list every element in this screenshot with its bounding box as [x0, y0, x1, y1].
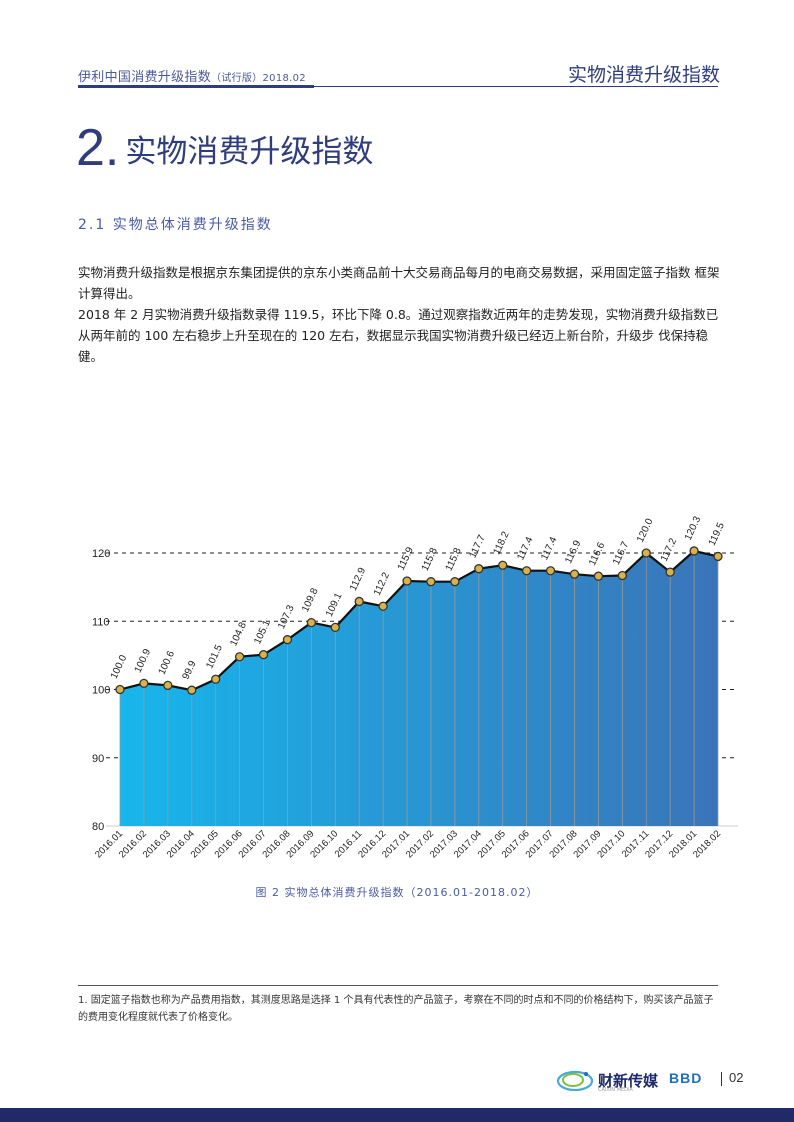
data-label: 115.8 [444, 546, 464, 573]
data-label: 116.6 [587, 540, 607, 567]
data-label: 99.9 [181, 659, 199, 682]
data-point [139, 678, 149, 689]
caixin-logo-text: 财新传媒 [598, 1072, 659, 1090]
header-rule-accent [78, 85, 314, 88]
data-label: 104.8 [228, 620, 249, 648]
y-tick-label-80: 80 [92, 821, 104, 833]
data-point [617, 570, 627, 581]
data-label: 117.2 [659, 536, 679, 563]
data-point [402, 576, 412, 586]
data-point [282, 635, 293, 645]
data-point [115, 684, 125, 695]
section-title: 实物消费升级指数 [125, 133, 374, 170]
section-heading: 2. 实物消费升级指数 [76, 118, 373, 178]
data-label: 109.8 [300, 586, 321, 614]
data-label: 115.9 [396, 545, 416, 572]
data-point [593, 571, 604, 581]
data-label: 112.2 [372, 570, 392, 597]
header-title-main: 伊利中国消费升级指数 [78, 70, 212, 85]
bbd-logo: BBD [669, 1070, 703, 1086]
header-section-name: 实物消费升级指数 [567, 64, 720, 86]
data-point [234, 652, 245, 662]
footer-logos: 财新传媒 CAIXIN MEDIA BBD 02 [556, 1066, 746, 1094]
paragraph-1: 实物消费升级指数是根据京东集团提供的京东小类商品前十大交易商品每月的电商交易数据… [78, 265, 720, 301]
header-rule [78, 86, 718, 87]
data-label: 100.9 [133, 647, 154, 675]
y-tick-label-110: 110 [92, 616, 110, 628]
data-point [713, 551, 723, 562]
data-label: 112.9 [348, 566, 368, 593]
footer-separator [721, 1072, 722, 1086]
data-point [163, 680, 173, 691]
data-label: 116.9 [563, 538, 583, 565]
data-point [306, 617, 317, 628]
data-label: 105.1 [252, 618, 273, 646]
data-label: 100.0 [109, 653, 130, 681]
data-label: 117.4 [515, 535, 535, 562]
data-label: 101.5 [204, 643, 225, 671]
data-label: 100.6 [157, 649, 178, 677]
data-label: 117.7 [468, 533, 488, 560]
data-point [187, 685, 197, 695]
data-label: 107.3 [276, 603, 297, 631]
data-point [378, 601, 388, 611]
data-label: 117.4 [539, 535, 559, 562]
subsection-heading: 2.1 实物总体消费升级指数 [78, 217, 273, 233]
data-point [569, 569, 580, 579]
chart-area-fill [120, 551, 718, 826]
data-point [498, 560, 508, 570]
footnote: 1. 固定篮子指数也称为产品费用指数，其测度思路是选择 1 个具有代表性的产品篮… [78, 995, 714, 1023]
caixin-logo-icon [556, 1070, 594, 1092]
data-point [426, 577, 436, 587]
caixin-logo-subtext: CAIXIN MEDIA [598, 1087, 633, 1093]
data-point [665, 567, 675, 577]
footer-bar [0, 1108, 794, 1122]
page-number: 02 [729, 1070, 744, 1085]
data-point [521, 566, 532, 576]
y-tick-label-120: 120 [92, 548, 110, 560]
section-number: 2. [76, 119, 120, 177]
data-label: 119.5 [707, 521, 727, 548]
y-tick-label-100: 100 [92, 685, 110, 697]
data-label: 109.1 [324, 591, 345, 619]
data-label: 120.0 [635, 517, 656, 545]
header-report-title: 伊利中国消费升级指数（试行版）2018.02 [78, 66, 306, 85]
y-tick-label-90: 90 [92, 753, 104, 765]
data-point [474, 564, 484, 574]
paragraph-2: 2018 年 2 月实物消费升级指数录得 119.5，环比下降 0.8。通过观察… [78, 307, 719, 364]
chart-caption: 图 2 实物总体消费升级指数（2016.01-2018.02） [255, 886, 539, 899]
data-point [258, 650, 269, 660]
footnote-rule [78, 985, 718, 986]
data-label: 118.2 [491, 529, 511, 556]
data-point [330, 622, 340, 633]
data-point [545, 566, 556, 576]
data-point [641, 548, 651, 558]
data-point [689, 546, 699, 556]
data-point [354, 596, 364, 607]
data-point [450, 577, 460, 587]
data-point [211, 674, 221, 684]
header-title-edition: （试行版）2018.02 [211, 73, 306, 84]
data-label: 115.8 [420, 546, 440, 573]
data-label: 120.3 [683, 514, 704, 542]
